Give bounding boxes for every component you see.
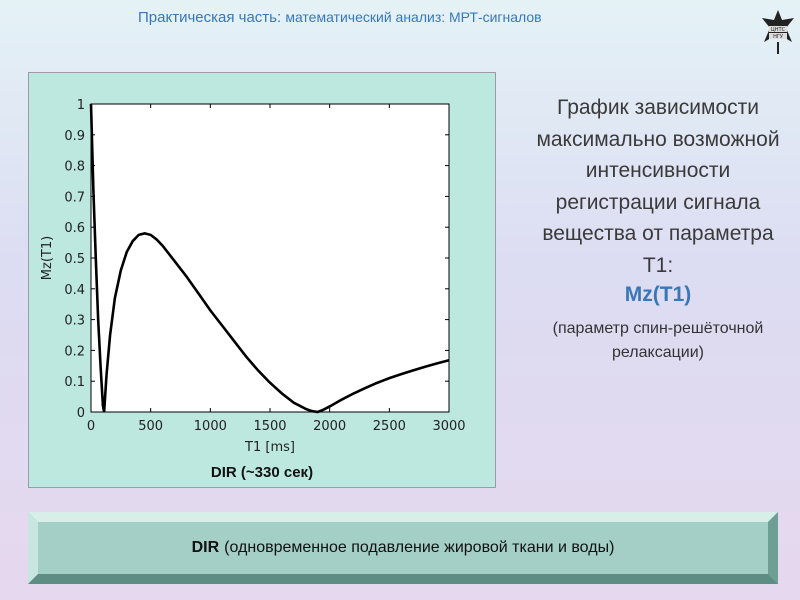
y-tick-label: 0.8 — [64, 160, 85, 175]
logo-text-bottom: НГУ — [773, 34, 783, 40]
chart-description: График зависимости максимально возможной… — [518, 92, 798, 365]
mz-t1-chart: 0 500 1000 1500 2000 2500 3000 0 0.1 0.2 0.3 0.4 0.5… — [40, 98, 466, 455]
x-tick-label: 500 — [138, 419, 163, 434]
x-tick-label: 0 — [87, 419, 95, 434]
plot-area — [90, 103, 450, 413]
y-tick-label: 0.6 — [64, 221, 85, 236]
y-tick-label: 0.5 — [64, 252, 85, 267]
x-tick-label: 1500 — [253, 419, 286, 434]
y-tick-label: 0.7 — [64, 190, 85, 205]
dir-label-bold: DIR — [191, 539, 220, 556]
y-tick-label: 0.1 — [64, 375, 85, 390]
chart-caption: DIR (~330 сек) — [210, 464, 314, 481]
header-title-sub: математический анализ: МРТ-сигналов — [285, 9, 542, 25]
y-tick-label: 0.3 — [64, 314, 85, 329]
description-highlight: Mz(T1) — [624, 283, 692, 306]
description-note: (параметр спин-решёточной релаксации) — [552, 320, 764, 361]
y-tick-label: 0 — [77, 406, 85, 421]
description-title: График зависимости максимально возможной… — [536, 96, 780, 277]
x-tick-label: 3000 — [432, 419, 465, 434]
slide-header: Практическая часть: математический анали… — [138, 9, 542, 26]
y-axis-label: Mz(T1) — [40, 236, 55, 280]
x-axis-label: T1 [ms] — [244, 440, 295, 455]
y-tick-label: 1 — [77, 98, 85, 113]
series-line — [89, 103, 450, 414]
y-tick-label: 0.2 — [64, 344, 85, 359]
dir-info-box: DIR (одновременное подавление жировой тк… — [28, 512, 778, 584]
logo-text-top: ЦНТС — [771, 27, 786, 33]
x-tick-label: 1000 — [194, 419, 227, 434]
axis-ticks: 0 500 1000 1500 2000 2500 3000 0 0.1 0.2 0.3 0.4 0.5… — [64, 98, 465, 434]
chart-panel: 0 500 1000 1500 2000 2500 3000 0 0.1 0.2 0.3 0.4 0.5… — [28, 72, 496, 488]
header-title-main: Практическая часть: — [138, 9, 282, 26]
y-tick-label: 0.9 — [64, 129, 85, 144]
x-tick-label: 2500 — [373, 419, 406, 434]
university-crest-icon: ЦНТС НГУ — [758, 8, 798, 56]
x-tick-label: 2000 — [313, 419, 346, 434]
dir-label-text: (одновременное подавление жировой ткани … — [224, 539, 615, 556]
y-tick-label: 0.4 — [64, 283, 85, 298]
